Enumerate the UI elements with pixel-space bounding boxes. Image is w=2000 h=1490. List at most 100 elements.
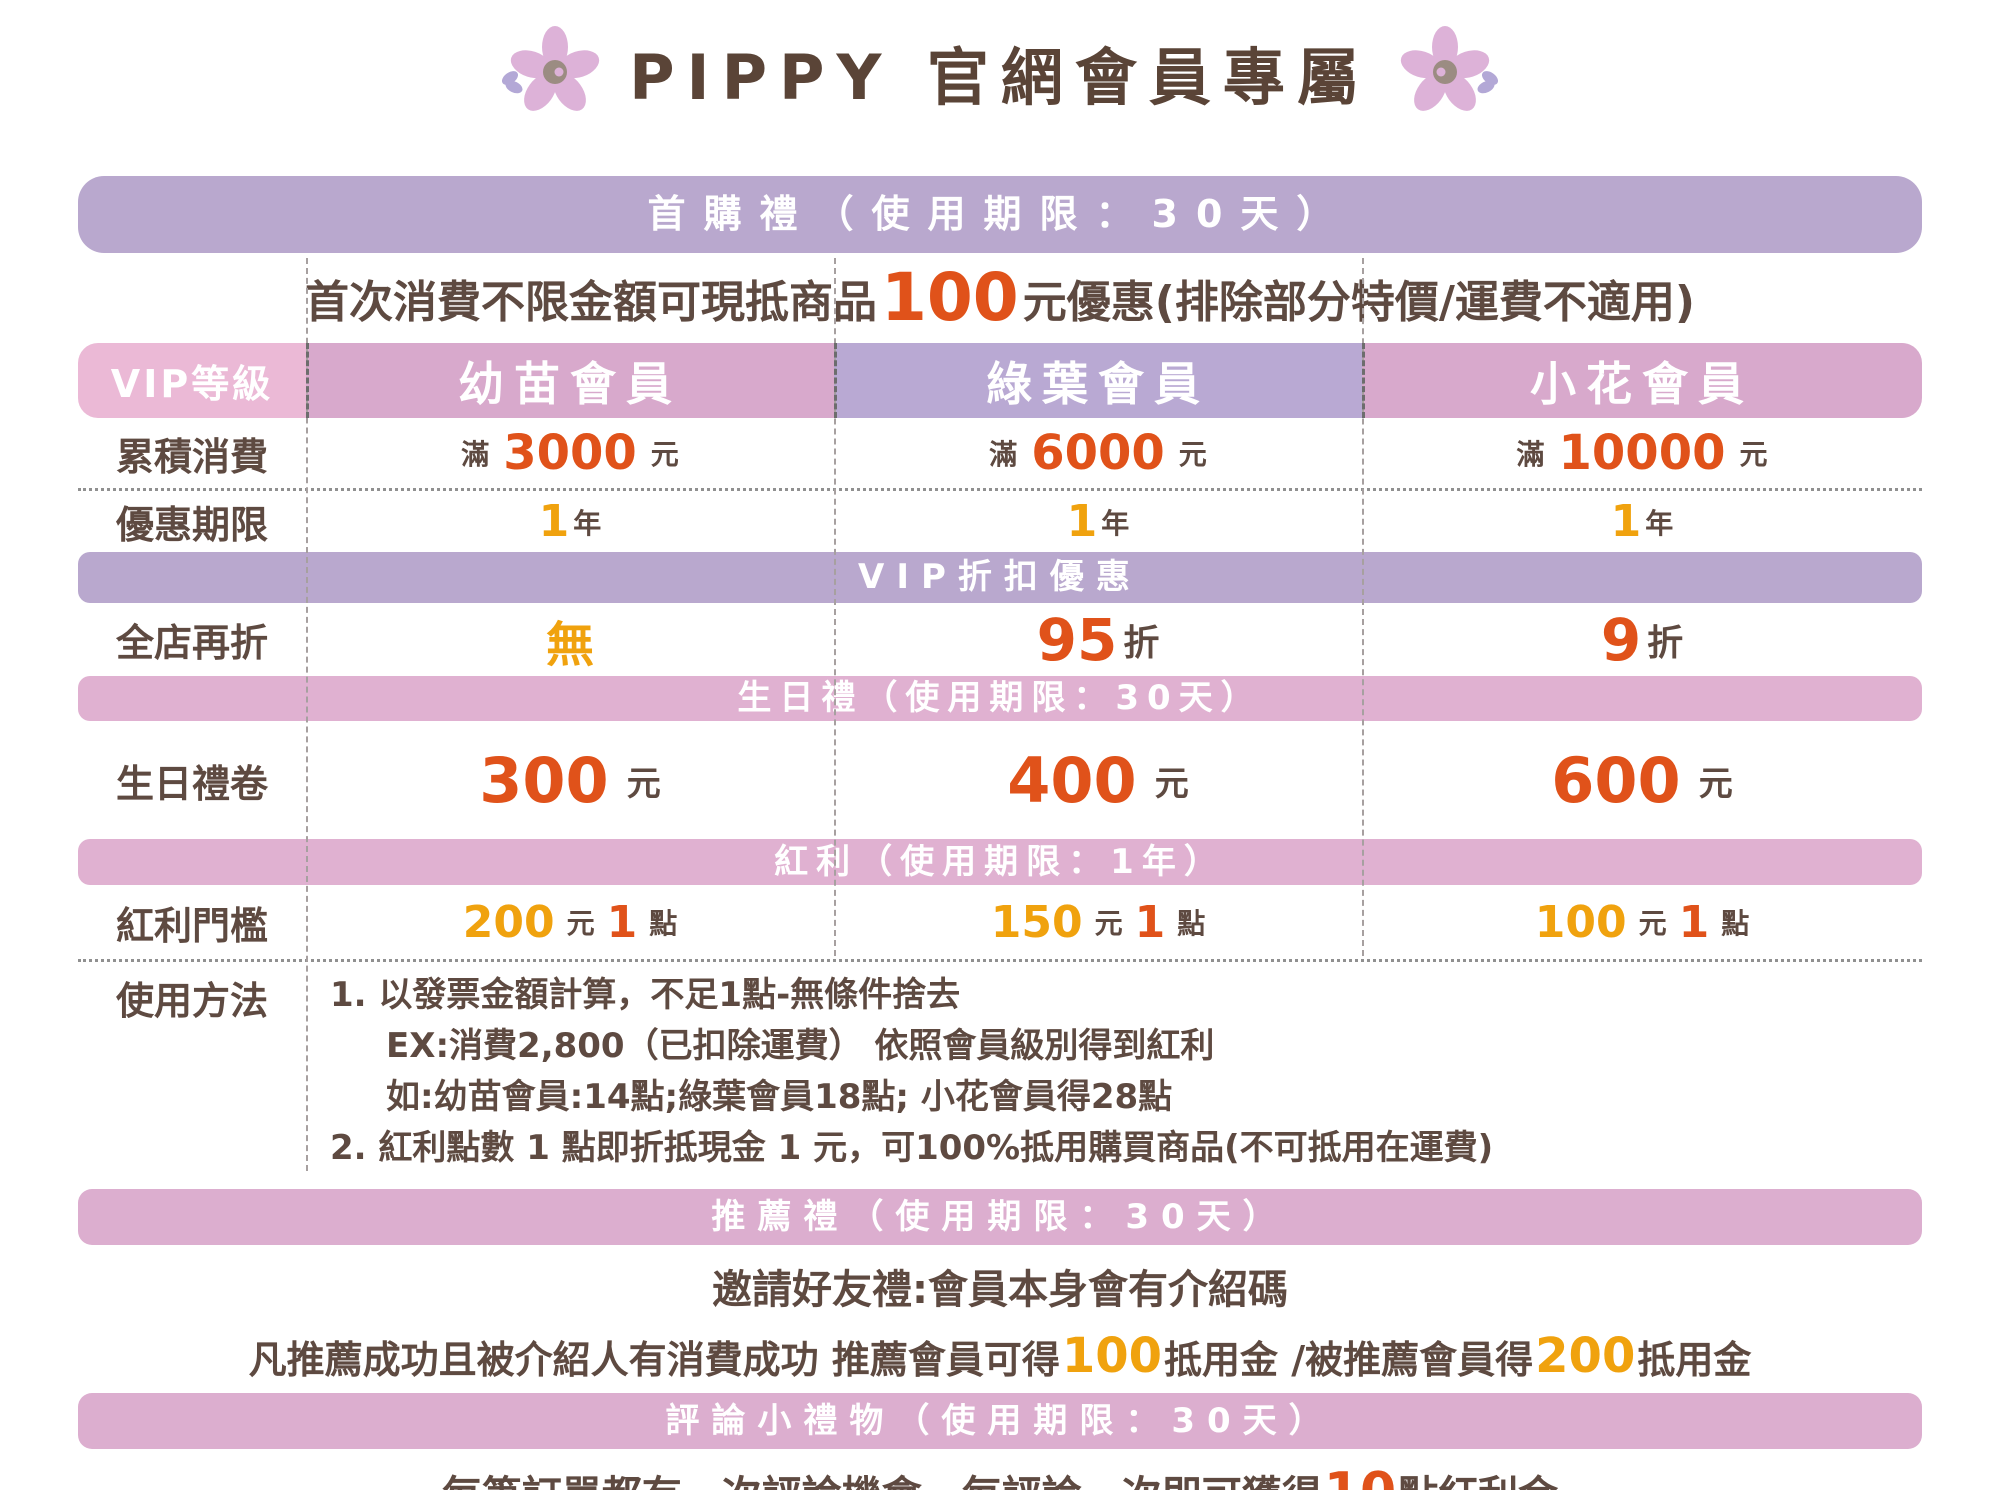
first-purchase-description: 首次消費不限金額可現抵商品 100 元優惠(排除部分特價/運費不適用) (78, 253, 1922, 343)
birthday-unit: 元 (626, 763, 661, 804)
validity-tier2: 1 年 (834, 496, 1362, 547)
bonus-tier1: 200 元 1 點 (306, 897, 834, 948)
discount-value-tier3: 9 (1600, 605, 1642, 674)
acc-value-tier2: 6000 (1031, 425, 1165, 481)
acc-value-tier1: 3000 (503, 425, 637, 481)
row-accumulated-spending: 累積消費 滿 3000 元 滿 6000 元 滿 10000 元 (78, 418, 1922, 488)
first-purchase-desc-prefix: 首次消費不限金額可現抵商品 (304, 277, 877, 328)
validity-value: 1 (538, 496, 570, 547)
usage-instructions: 1. 以發票金額計算，不足1點-無條件捨去 EX:消費2,800（已扣除運費） … (306, 970, 1493, 1174)
birthday-value-tier1: 300 (479, 743, 609, 817)
discount-unit: 折 (1647, 622, 1684, 664)
row-bonus-threshold: 紅利門檻 200 元 1 點 150 元 1 點 100 元 1 點 (78, 885, 1922, 959)
review-reward-prefix: 每筆訂單都有一次評論機會，每評論一次即可獲得 (442, 1463, 1322, 1490)
acc-value-tier3: 10000 (1558, 425, 1726, 481)
discount-tier1: 無 (306, 605, 834, 675)
referral-reward-amount-1: 100 (1061, 1328, 1163, 1384)
validity-unit: 年 (1101, 506, 1130, 540)
row-label-accumulated: 累積消費 (115, 434, 268, 479)
accumulated-tier2: 滿 6000 元 (834, 425, 1362, 481)
title-row: PIPPY 官網會員專屬 (0, 0, 2000, 118)
referral-invite-line: 邀請好友禮:會員本身會有介紹碼 (712, 1267, 1288, 1313)
header-tier-littleflower: 小花會員 (1362, 343, 1922, 418)
review-reward-line: 每筆訂單都有一次評論機會，每評論一次即可獲得 10 點紅利金 (78, 1463, 1922, 1490)
banner-bonus-points: 紅利（使用期限：1年） (78, 839, 1922, 885)
discount-tier3: 9 折 (1362, 606, 1922, 674)
row-label-usage: 使用方法 (115, 979, 268, 1023)
birthday-value-tier2: 400 (1007, 743, 1137, 817)
banner-birthday-gift: 生日禮（使用期限：30天） (78, 676, 1922, 721)
flower-icon-left (502, 26, 600, 111)
acc-prefix: 滿 (1516, 438, 1545, 471)
birthday-tier1: 300 元 (306, 744, 834, 817)
row-validity-period: 優惠期限 1 年 1 年 1 年 (78, 491, 1922, 552)
referral-reward-line: 凡推薦成功且被介紹人有消費成功 推薦會員可得 100 抵用金 /被推薦會員得 2… (78, 1327, 1922, 1385)
row-divider-dotted (78, 959, 1922, 962)
discount-unit: 折 (1123, 622, 1160, 664)
birthday-tier3: 600 元 (1362, 744, 1922, 817)
bonus-points-unit: 點 (1721, 907, 1750, 940)
header-vip-level: VIP等級 (78, 343, 306, 418)
acc-unit: 元 (650, 438, 679, 471)
page-title: PIPPY 官網會員專屬 (629, 41, 1371, 114)
membership-table: VIP等級 幼苗會員 綠葉會員 小花會員 累積消費 滿 3000 元 滿 600… (78, 258, 1922, 1185)
banner-vip-discount: VIP折扣優惠 (78, 552, 1922, 603)
bonus-tier3: 100 元 1 點 (1362, 897, 1922, 948)
validity-tier3: 1 年 (1362, 496, 1922, 547)
referral-reward-mid: 抵用金 /被推薦會員得 (1164, 1337, 1534, 1382)
bonus-points: 1 (1678, 896, 1710, 948)
bonus-points: 1 (1134, 896, 1166, 948)
bonus-amount-tier3: 100 (1534, 896, 1627, 948)
referral-reward-prefix: 凡推薦成功且被介紹人有消費成功 推薦會員可得 (248, 1337, 1060, 1382)
row-label-birthday: 生日禮卷 (115, 761, 268, 806)
referral-reward-suffix: 抵用金 (1637, 1337, 1752, 1382)
usage-line-1: 1. 以發票金額計算，不足1點-無條件捨去 (330, 975, 961, 1015)
first-purchase-desc-suffix: 元優惠(排除部分特價/運費不適用) (1022, 277, 1696, 328)
bonus-tier2: 150 元 1 點 (834, 897, 1362, 948)
discount-tier2: 95 折 (834, 606, 1362, 674)
validity-value: 1 (1610, 496, 1642, 547)
header-tier-greenleaf: 綠葉會員 (834, 343, 1362, 418)
row-label-discount: 全店再折 (115, 621, 268, 665)
review-reward-suffix: 點紅利金 (1398, 1463, 1558, 1490)
banner-first-purchase-gift: 首購禮（使用期限：30天） (78, 176, 1922, 253)
bonus-amount-unit: 元 (1094, 907, 1123, 940)
review-reward-amount: 10 (1324, 1466, 1396, 1490)
row-storewide-discount: 全店再折 無 95 折 9 折 (78, 603, 1922, 676)
first-purchase-amount: 100 (880, 259, 1019, 336)
banner-referral-gift: 推薦禮（使用期限：30天） (78, 1189, 1922, 1245)
validity-value: 1 (1066, 496, 1098, 547)
acc-unit: 元 (1178, 438, 1207, 471)
referral-reward-amount-2: 200 (1535, 1328, 1636, 1384)
flower-icon-right (1400, 26, 1498, 111)
row-label-bonus: 紅利門檻 (115, 903, 268, 948)
validity-tier1: 1 年 (306, 496, 834, 547)
acc-prefix: 滿 (461, 438, 490, 471)
acc-prefix: 滿 (989, 438, 1018, 471)
bonus-amount-unit: 元 (1638, 907, 1667, 940)
row-birthday-voucher: 生日禮卷 300 元 400 元 600 元 (78, 721, 1922, 839)
row-usage-instructions: 使用方法 1. 以發票金額計算，不足1點-無條件捨去 EX:消費2,800（已扣… (78, 962, 1922, 1185)
bonus-amount-tier2: 150 (990, 896, 1083, 948)
row-divider-dotted (78, 488, 1922, 491)
discount-value-tier2: 95 (1036, 605, 1118, 674)
birthday-unit: 元 (1154, 763, 1189, 804)
usage-line-2: EX:消費2,800（已扣除運費） 依照會員級別得到紅利 (386, 1026, 1215, 1066)
accumulated-tier3: 滿 10000 元 (1362, 425, 1922, 481)
birthday-unit: 元 (1698, 763, 1733, 804)
usage-line-3: 如:幼苗會員:14點;綠葉會員18點; 小花會員得28點 (386, 1077, 1173, 1117)
bonus-points-unit: 點 (649, 907, 678, 940)
discount-none: 無 (545, 616, 594, 673)
validity-unit: 年 (573, 506, 602, 540)
row-label-validity: 優惠期限 (115, 503, 268, 547)
acc-unit: 元 (1739, 438, 1768, 471)
accumulated-tier1: 滿 3000 元 (306, 425, 834, 481)
bonus-amount-tier1: 200 (462, 896, 555, 948)
header-tier-seedling: 幼苗會員 (306, 343, 834, 418)
bonus-amount-unit: 元 (566, 907, 595, 940)
birthday-value-tier3: 600 (1551, 743, 1681, 817)
usage-line-4: 2. 紅利點數 1 點即折抵現金 1 元，可100%抵用購買商品(不可抵用在運費… (330, 1128, 1494, 1168)
birthday-tier2: 400 元 (834, 744, 1362, 817)
bonus-points-unit: 點 (1177, 907, 1206, 940)
